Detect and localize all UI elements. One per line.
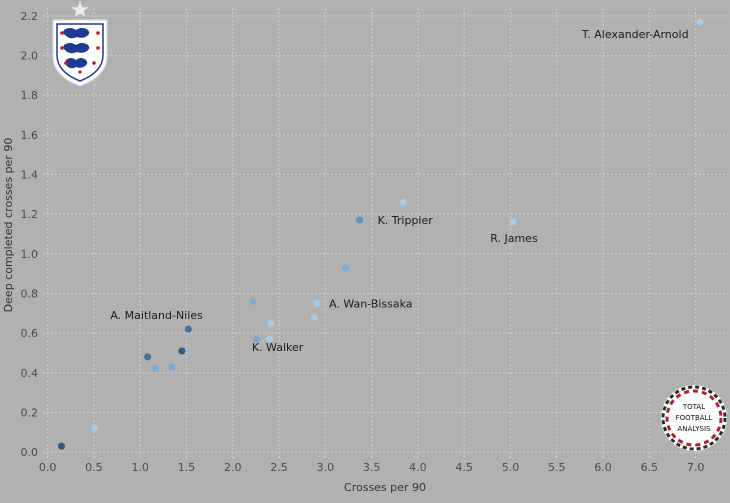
scatter-point <box>178 347 186 355</box>
scatter-point <box>399 198 407 206</box>
y-tick-label: 2.0 <box>21 50 39 63</box>
scatter-point <box>151 365 159 373</box>
y-tick-label: 1.6 <box>21 129 39 142</box>
tick-labels: 0.0 0.5 1.0 1.5 2.0 2.5 3.0 3.5 4.0 4.5 5.0 5.5 6.0 6… <box>21 10 705 474</box>
x-tick-label: 7.0 <box>687 461 705 474</box>
point-label: A. Wan-Bissaka <box>329 297 413 310</box>
scatter-point <box>313 299 321 307</box>
y-tick-label: 2.2 <box>21 10 39 23</box>
three-lions-crest-icon <box>52 1 108 87</box>
scatter-point <box>58 442 66 450</box>
scatter-point <box>253 335 261 343</box>
y-tick-label: 0.2 <box>21 406 39 419</box>
star-icon <box>71 1 89 18</box>
scatter-point <box>249 297 257 305</box>
point-label: A. Maitland-Niles <box>110 309 203 322</box>
x-tick-label: 4.0 <box>409 461 427 474</box>
y-tick-label: 1.8 <box>21 89 39 102</box>
x-tick-label: 1.0 <box>131 461 149 474</box>
x-tick-label: 3.5 <box>363 461 381 474</box>
total-football-analysis-logo-icon: TOTAL FOOTBALL ANALYSIS <box>661 385 727 451</box>
x-tick-label: 1.5 <box>178 461 196 474</box>
x-tick-label: 5.5 <box>548 461 566 474</box>
svg-text:ANALYSIS: ANALYSIS <box>677 425 711 433</box>
x-tick-label: 3.0 <box>317 461 335 474</box>
scatter-point <box>144 353 152 361</box>
point-labels: T. Alexander-Arnold K. Trippier R. James A.… <box>110 28 688 354</box>
scatter-point <box>509 218 517 226</box>
point-label: K. Walker <box>252 341 304 354</box>
gridlines <box>43 8 728 460</box>
y-tick-label: 0.4 <box>21 367 39 380</box>
scatter-point <box>266 335 274 343</box>
y-axis-title: Deep completed crosses per 90 <box>2 138 15 313</box>
x-tick-label: 4.5 <box>455 461 473 474</box>
y-tick-label: 1.2 <box>21 208 39 221</box>
scatter-point <box>267 319 275 327</box>
scatter-point <box>184 325 192 333</box>
x-axis-title: Crosses per 90 <box>344 481 426 494</box>
point-label: T. Alexander-Arnold <box>581 28 689 41</box>
y-tick-label: 1.0 <box>21 248 39 261</box>
svg-text:FOOTBALL: FOOTBALL <box>676 414 713 422</box>
scatter-point <box>168 363 176 371</box>
y-tick-label: 1.4 <box>21 169 39 182</box>
data-points <box>58 18 704 450</box>
y-tick-label: 0.0 <box>21 446 39 459</box>
x-tick-label: 6.0 <box>594 461 612 474</box>
x-tick-label: 0.5 <box>85 461 103 474</box>
y-tick-label: 0.6 <box>21 327 39 340</box>
scatter-point <box>310 313 318 321</box>
scatter-point <box>356 216 364 224</box>
scatter-point <box>342 264 350 272</box>
svg-text:TOTAL: TOTAL <box>682 403 705 411</box>
scatter-point <box>696 18 704 26</box>
point-label: K. Trippier <box>378 214 434 227</box>
x-tick-label: 0.0 <box>39 461 57 474</box>
y-tick-label: 0.8 <box>21 287 39 300</box>
x-tick-label: 2.0 <box>224 461 242 474</box>
point-label: R. James <box>490 232 538 245</box>
x-tick-label: 5.0 <box>502 461 520 474</box>
x-tick-label: 2.5 <box>270 461 288 474</box>
scatter-point <box>91 424 99 432</box>
x-tick-label: 6.5 <box>641 461 659 474</box>
